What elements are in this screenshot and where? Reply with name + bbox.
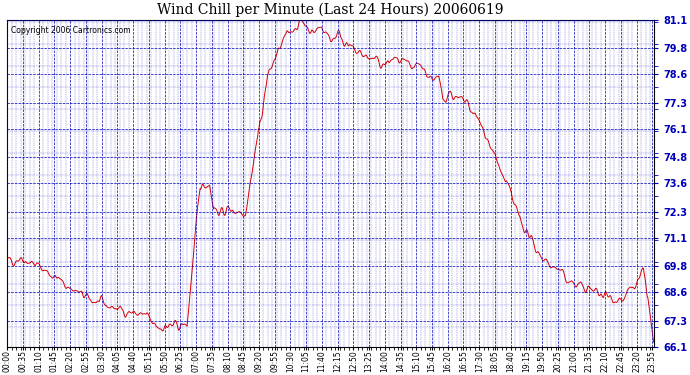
- Text: Copyright 2006 Cartronics.com: Copyright 2006 Cartronics.com: [10, 26, 130, 35]
- Title: Wind Chill per Minute (Last 24 Hours) 20060619: Wind Chill per Minute (Last 24 Hours) 20…: [157, 3, 504, 17]
